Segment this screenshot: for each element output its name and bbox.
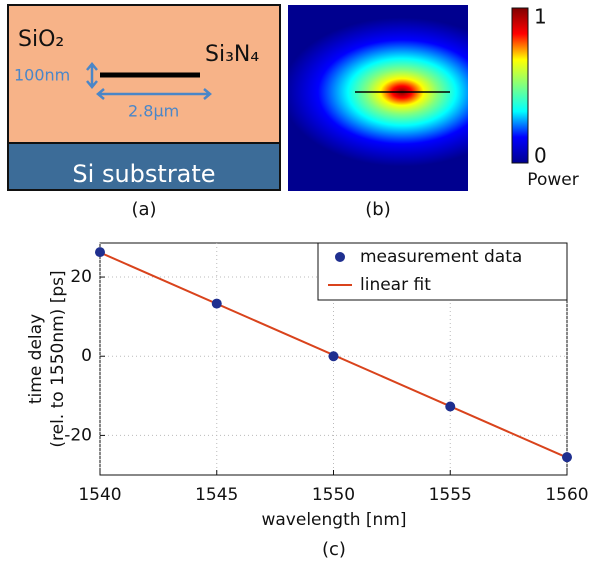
core-label: Si₃N₄ (205, 42, 259, 67)
x-axis-title: wavelength [nm] (261, 510, 406, 530)
legend (317, 242, 568, 301)
y-tick-label: 20 (70, 267, 92, 287)
y-tick-label: 0 (81, 346, 92, 366)
substrate-region (7, 142, 281, 191)
data-point (445, 401, 456, 412)
caption: (c) (322, 539, 346, 560)
x-tick-label: 1540 (78, 485, 121, 505)
x-tick-label: 1550 (312, 485, 355, 505)
data-point (211, 298, 222, 309)
caption: (b) (365, 199, 390, 220)
legend-label: linear fit (360, 275, 431, 295)
mode-image (288, 5, 468, 191)
colorbar-tick-label: 0 (534, 144, 547, 168)
x-tick-label: 1560 (545, 485, 588, 505)
caption: (a) (131, 199, 156, 220)
data-point (328, 351, 339, 362)
colorbar-label: Power (527, 170, 578, 190)
y-axis-title: (rel. to 1550nm) [ps] (48, 270, 68, 447)
thickness-label: 100nm (14, 66, 70, 85)
y-tick-label: -20 (64, 425, 92, 445)
legend-marker (335, 252, 345, 262)
y-axis-title: time delay (26, 314, 46, 404)
x-tick-label: 1555 (429, 485, 472, 505)
legend-label: measurement data (360, 247, 522, 267)
data-point (562, 452, 572, 463)
colorbar (511, 7, 529, 164)
data-point (95, 247, 105, 258)
width-label: 2.8µm (128, 102, 179, 121)
cladding-label: SiO₂ (18, 27, 64, 52)
width-arrow (96, 88, 212, 100)
x-tick-label: 1545 (195, 485, 238, 505)
colorbar-tick-label: 1 (534, 5, 547, 29)
substrate-label: Si substrate (72, 160, 215, 188)
thickness-arrow (86, 62, 98, 89)
